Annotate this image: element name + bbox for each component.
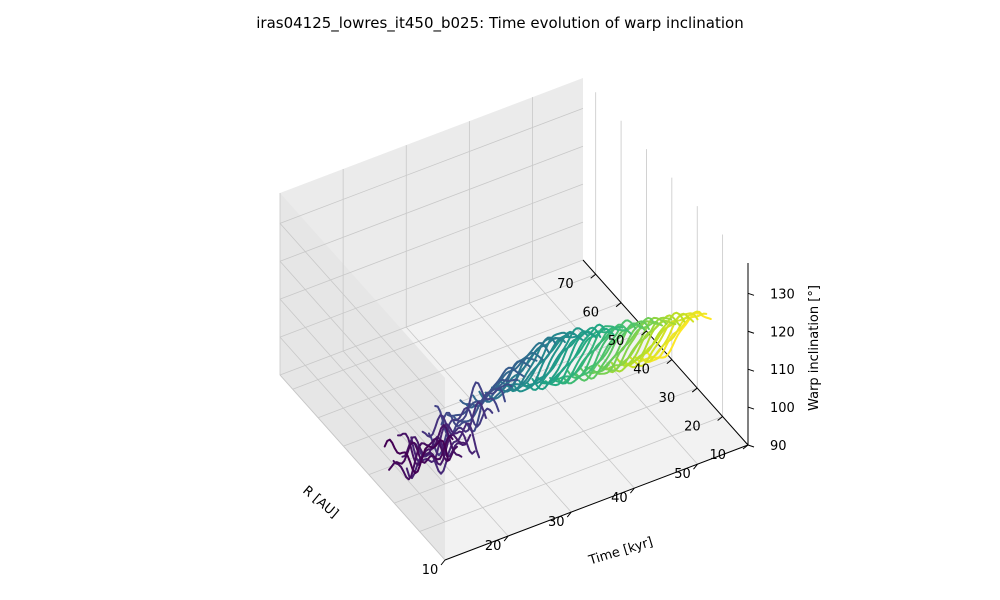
r-axis-tick-label: 60 [583,306,600,321]
r-axis-tick-mark [666,359,673,365]
grid-line [279,336,446,523]
grid-line [279,260,446,447]
inclination-profile-t29.7 [504,331,571,387]
inclination-profile-t12.6 [397,424,463,466]
inclination-axis-tick-label: 90 [770,439,787,454]
grid-line [469,302,635,489]
inclination-profile-t20.5 [446,383,513,417]
time-axis-tick-mark [629,487,635,494]
r-axis-tick-label: 20 [684,420,701,435]
r-axis-tick-label: 30 [659,391,676,406]
time-axis-tick-mark [503,535,509,542]
r-axis-tick-mark [691,387,698,393]
time-axis-tick-mark [693,463,698,470]
grid-line [405,326,572,513]
r-axis-tick-mark [590,273,597,279]
inclination-axis-tick-mark [747,406,755,410]
y-axis-label: Time [kyr] [586,535,655,569]
inclination-profile-t30.4 [509,332,575,393]
r-axis-tick-mark [742,444,749,450]
r-axis-line [582,259,749,446]
chart-title: iras04125_lowres_it450_b025: Time evolut… [256,14,743,33]
r-axis-tick-label: 40 [633,363,650,378]
inclination-axis-tick-label: 100 [770,401,795,416]
inclination-axis-tick-label: 110 [770,363,795,378]
grid-line [279,374,446,561]
grid-line [279,223,446,409]
inclination-axis-tick-label: 120 [770,325,795,340]
z-axis-label: Warp inclination [°] [807,285,822,411]
inclination-profile-t26.5 [484,342,551,400]
time-axis-tick-label: 10 [422,563,439,578]
time-axis-tick-label: 50 [674,467,691,482]
x-axis-label: R [AU] [299,483,341,521]
axis-ticks: 10 20 30 40 50 60 70 10 20 30 40 50 90 100 110 120 130 [422,273,795,578]
time-axis-tick-label: 30 [548,515,565,530]
time-axis-tick-mark [440,559,446,566]
r-axis-tick-label: 10 [709,448,726,463]
inclination-profile-t18.5 [434,381,500,439]
grid-line [279,107,584,224]
r-axis-tick-label: 70 [557,277,574,292]
inclination-profile-t40.9 [575,322,642,382]
r-axis-tick-label: 50 [608,334,625,349]
inclination-profile-t48.6 [624,312,690,369]
inclination-axis-tick-label: 130 [770,287,795,302]
r-axis-tick-mark [717,416,723,421]
inclination-profile-t19.5 [440,387,506,433]
inclination-profile-t11.9 [392,437,458,481]
inclination-axis-tick-mark [747,444,755,448]
r-axis-tick-mark [615,302,622,308]
inclination-profile-t17.5 [427,406,494,457]
inclination-profile-t33.2 [527,330,593,391]
inclination-axis-tick-mark [747,292,755,296]
r-axis-tick-mark [641,330,647,336]
inclination-profile-t10.5 [383,438,450,475]
left-wall-pane [280,193,445,560]
inclination-profile-t37.4 [553,325,619,381]
time-series-curves [383,310,712,481]
time-axis-tick-label: 40 [611,491,628,506]
time-axis-tick-mark [566,511,572,518]
inclination-profile-t42.3 [584,320,650,374]
time-axis-tick-label: 20 [485,539,502,554]
inclination-axis-tick-mark [747,330,755,334]
inclination-profile-t50 [633,312,699,363]
grid-line [279,145,584,262]
inclination-axis-tick-mark [747,368,755,372]
